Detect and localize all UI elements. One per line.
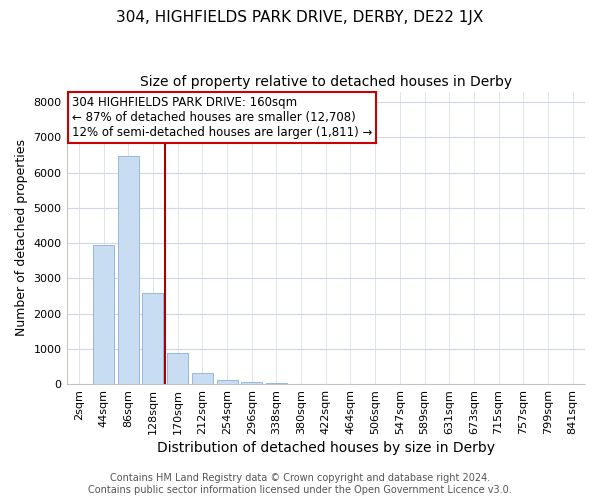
Bar xyxy=(192,373,213,384)
Y-axis label: Number of detached properties: Number of detached properties xyxy=(15,140,28,336)
Bar xyxy=(118,156,139,384)
Text: 304 HIGHFIELDS PARK DRIVE: 160sqm
← 87% of detached houses are smaller (12,708)
: 304 HIGHFIELDS PARK DRIVE: 160sqm ← 87% … xyxy=(72,96,372,139)
Bar xyxy=(142,294,163,384)
X-axis label: Distribution of detached houses by size in Derby: Distribution of detached houses by size … xyxy=(157,441,495,455)
Text: Contains HM Land Registry data © Crown copyright and database right 2024.
Contai: Contains HM Land Registry data © Crown c… xyxy=(88,474,512,495)
Bar xyxy=(93,244,114,384)
Title: Size of property relative to detached houses in Derby: Size of property relative to detached ho… xyxy=(140,75,512,89)
Bar xyxy=(217,380,238,384)
Bar xyxy=(167,352,188,384)
Text: 304, HIGHFIELDS PARK DRIVE, DERBY, DE22 1JX: 304, HIGHFIELDS PARK DRIVE, DERBY, DE22 … xyxy=(116,10,484,25)
Bar xyxy=(241,382,262,384)
